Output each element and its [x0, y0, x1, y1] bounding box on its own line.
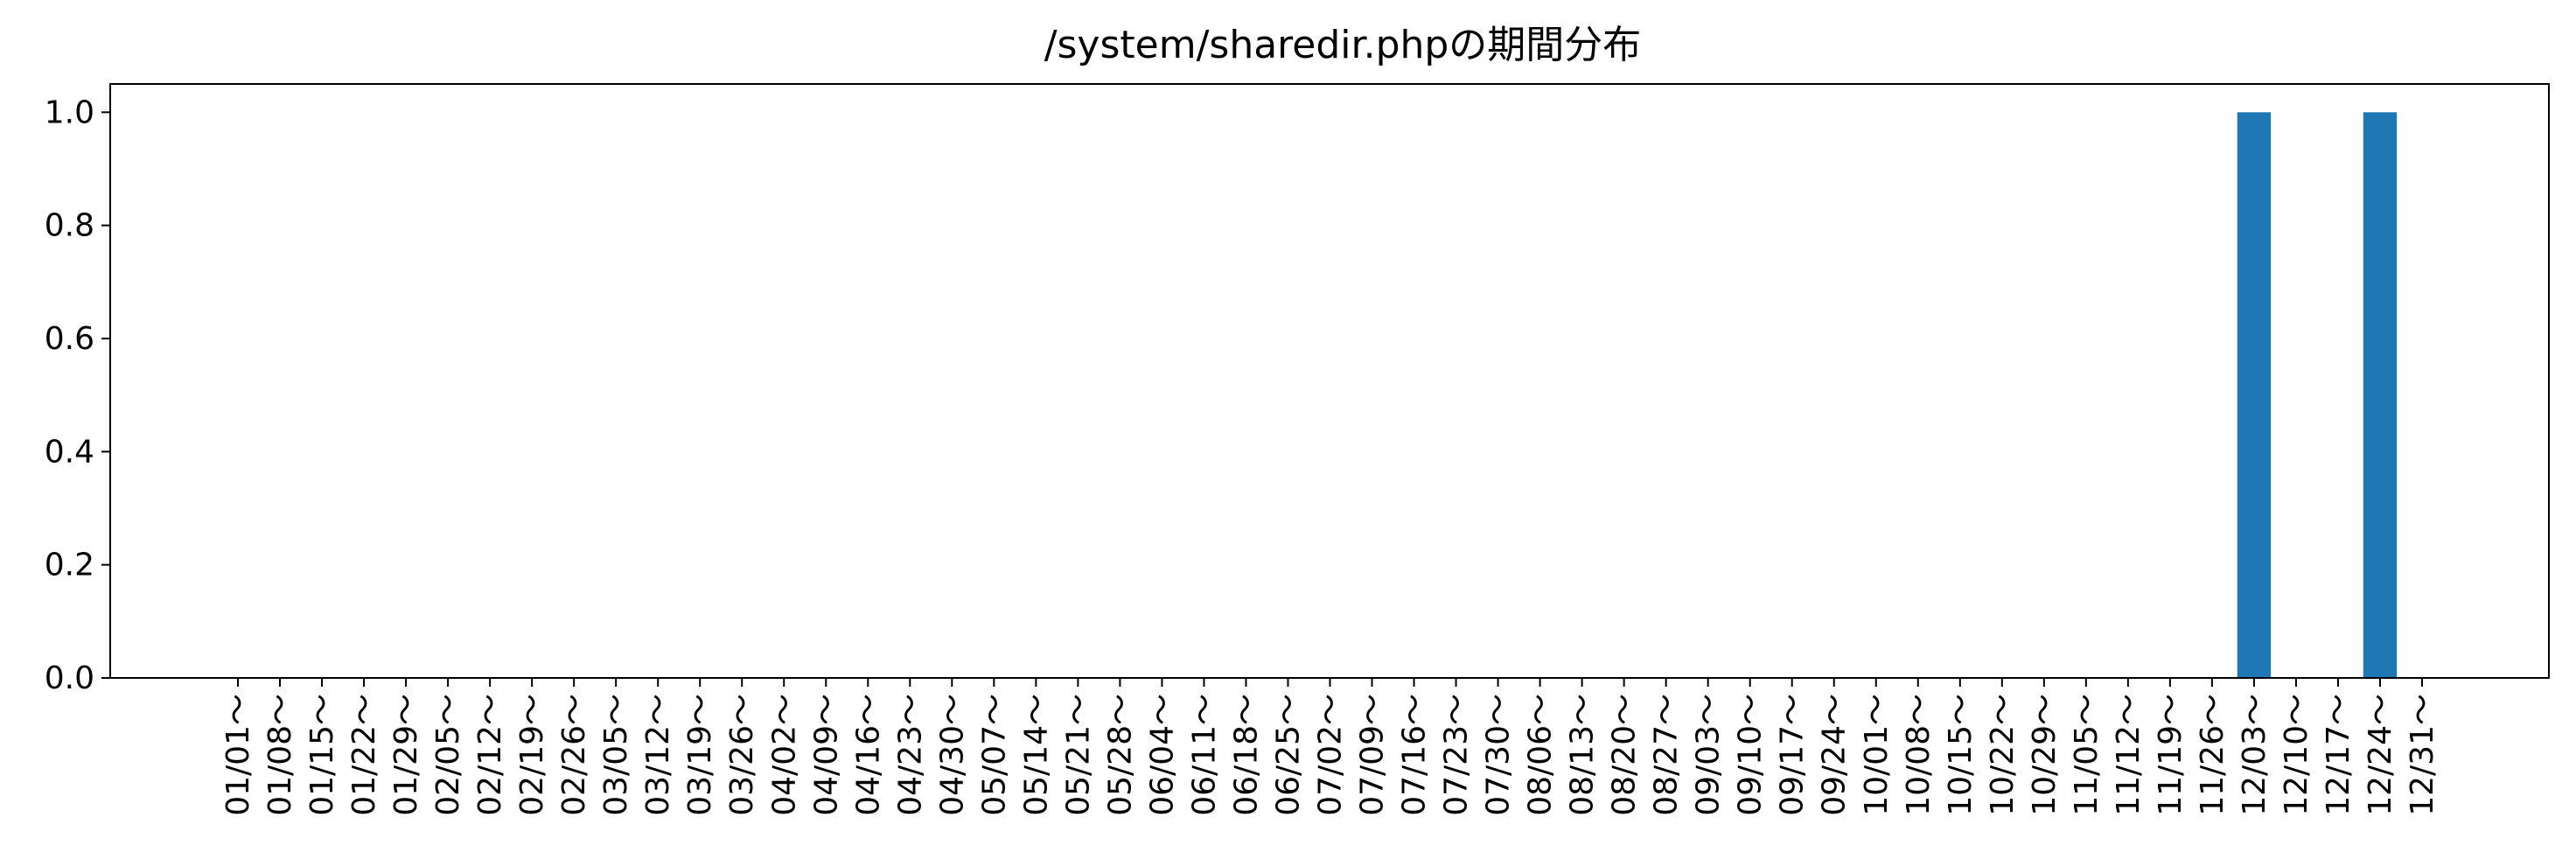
x-tick-label: 02/05～	[430, 694, 466, 816]
x-tick-label: 12/17～	[2321, 694, 2356, 816]
x-tick-label: 07/30～	[1481, 694, 1517, 816]
x-tick-label: 05/07～	[976, 694, 1012, 816]
y-tick-label: 0.8	[45, 208, 94, 244]
x-tick-label: 07/09～	[1355, 694, 1391, 816]
x-tick-label: 03/12～	[640, 694, 676, 816]
x-tick-label: 04/23～	[892, 694, 928, 816]
x-tick-label: 10/01～	[1859, 694, 1895, 816]
x-tick-label: 10/29～	[2027, 694, 2063, 816]
x-tick-label: 08/13～	[1565, 694, 1601, 816]
bar	[2237, 112, 2272, 679]
x-tick-label: 11/05～	[2069, 694, 2105, 816]
x-tick-label: 05/14～	[1018, 694, 1054, 816]
x-tick-label: 12/03～	[2237, 694, 2272, 816]
y-tick-label: 0.4	[45, 434, 94, 470]
x-tick-label: 01/29～	[388, 694, 424, 816]
y-tick-label: 0.0	[45, 660, 94, 696]
x-tick-label: 12/31～	[2405, 694, 2440, 816]
x-tick-label: 03/26～	[724, 694, 760, 816]
x-tick-label: 09/24～	[1817, 694, 1853, 816]
x-tick-label: 05/28～	[1102, 694, 1138, 816]
x-tick-label: 09/10～	[1733, 694, 1769, 816]
x-tick-label: 06/18～	[1228, 694, 1264, 816]
x-tick-label: 06/11～	[1186, 694, 1222, 816]
bars	[2237, 112, 2398, 679]
x-tick-label: 11/12～	[2111, 694, 2147, 816]
bar	[2363, 112, 2398, 679]
x-tick-label: 09/17～	[1775, 694, 1811, 816]
x-tick-label: 01/01～	[220, 694, 256, 816]
x-tick-label: 05/21～	[1060, 694, 1096, 816]
y-tick-label: 0.6	[45, 321, 94, 357]
x-tick-label: 10/15～	[1943, 694, 1979, 816]
y-axis: 0.0 0.2 0.4 0.6 0.8 1.0	[45, 94, 110, 696]
chart-title: /system/sharedir.phpの期間分布	[1044, 23, 1642, 67]
x-tick-label: 04/30～	[934, 694, 970, 816]
x-tick-label: 07/02～	[1313, 694, 1349, 816]
x-tick-label: 08/27～	[1649, 694, 1685, 816]
x-tick-label: 01/22～	[346, 694, 382, 816]
x-tick-label: 06/25～	[1270, 694, 1306, 816]
x-tick-label: 10/22～	[1985, 694, 2021, 816]
plot-frame	[109, 83, 2550, 679]
x-axis: 01/01～ 01/08～ 01/15～ 01/22～ 01/29～ 02/05～ 02/1…	[220, 678, 2440, 816]
y-tick-label: 0.2	[45, 548, 94, 583]
x-tick-label: 10/08～	[1901, 694, 1937, 816]
x-tick-label: 03/05～	[598, 694, 634, 816]
x-tick-label: 01/08～	[262, 694, 298, 816]
x-tick-label: 04/02～	[766, 694, 802, 816]
x-tick-label: 08/20～	[1607, 694, 1643, 816]
x-tick-label: 12/24～	[2363, 694, 2398, 816]
x-tick-label: 03/19～	[682, 694, 718, 816]
x-tick-label: 02/26～	[556, 694, 592, 816]
x-tick-label: 08/06～	[1523, 694, 1559, 816]
x-tick-label: 04/09～	[808, 694, 844, 816]
x-tick-label: 09/03～	[1691, 694, 1727, 816]
x-tick-label: 11/26～	[2195, 694, 2230, 816]
x-tick-label: 06/04～	[1144, 694, 1180, 816]
x-tick-label: 02/12～	[472, 694, 508, 816]
x-tick-label: 02/19～	[514, 694, 550, 816]
x-tick-label: 01/15～	[304, 694, 340, 816]
x-tick-label: 04/16～	[850, 694, 886, 816]
y-tick-label: 1.0	[45, 94, 94, 130]
x-tick-label: 07/16～	[1397, 694, 1433, 816]
x-tick-label: 07/23～	[1439, 694, 1475, 816]
x-tick-label: 12/10～	[2279, 694, 2314, 816]
x-tick-label: 11/19～	[2153, 694, 2189, 816]
